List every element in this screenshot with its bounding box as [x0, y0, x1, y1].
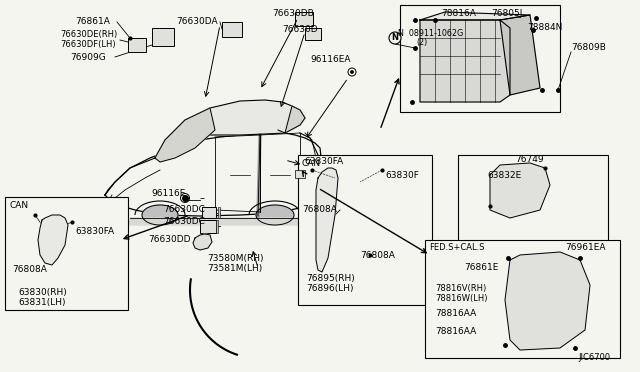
Bar [425, 240, 620, 358]
Polygon shape [155, 108, 215, 162]
Bar [295, 170, 305, 178]
Polygon shape [125, 218, 315, 225]
Text: 73581M(LH): 73581M(LH) [207, 263, 262, 273]
Text: 76630DE(RH): 76630DE(RH) [60, 31, 117, 39]
Text: 76808A: 76808A [302, 205, 337, 215]
Polygon shape [420, 20, 510, 102]
Text: 63830F: 63830F [385, 170, 419, 180]
Text: 76805J: 76805J [491, 10, 522, 19]
Polygon shape [38, 215, 68, 265]
Text: 76808A: 76808A [360, 250, 395, 260]
Text: 76630D: 76630D [282, 26, 317, 35]
Polygon shape [420, 12, 530, 20]
Bar [216, 220, 218, 233]
Polygon shape [105, 133, 322, 216]
Bar [5, 197, 128, 310]
Bar [200, 220, 216, 233]
Text: 63830FA: 63830FA [75, 228, 114, 237]
Ellipse shape [348, 68, 356, 76]
Bar [202, 207, 216, 218]
Text: 63830(RH): 63830(RH) [18, 288, 67, 296]
Text: –: – [200, 193, 205, 203]
Polygon shape [193, 234, 212, 250]
Ellipse shape [180, 193, 189, 202]
Text: 76861E: 76861E [464, 263, 499, 272]
Text: 76630DD: 76630DD [148, 235, 191, 244]
Text: 78884N: 78884N [527, 23, 563, 32]
Text: 76630DA: 76630DA [176, 17, 218, 26]
Polygon shape [505, 252, 590, 350]
Text: 76749: 76749 [515, 155, 543, 164]
Text: 63832E: 63832E [487, 170, 521, 180]
Text: FED.S+CAL.S: FED.S+CAL.S [429, 244, 484, 253]
Bar [295, 12, 313, 26]
Text: 76808A: 76808A [12, 266, 47, 275]
Text: 78816V(RH): 78816V(RH) [435, 283, 486, 292]
Text: CAN: CAN [9, 201, 28, 209]
Bar [218, 207, 220, 218]
Polygon shape [490, 163, 550, 218]
Text: 96116E: 96116E [151, 189, 186, 199]
Ellipse shape [256, 205, 294, 225]
Text: 63831(LH): 63831(LH) [18, 298, 65, 307]
Text: JIC6700: JIC6700 [578, 353, 610, 362]
Text: 76630DB: 76630DB [272, 10, 314, 19]
Text: (2): (2) [416, 38, 428, 48]
Bar [152, 28, 174, 46]
Bar [298, 155, 432, 305]
Ellipse shape [183, 196, 187, 200]
Text: 76809B: 76809B [571, 42, 606, 51]
Text: 63830FA: 63830FA [304, 157, 343, 167]
Text: 73580M(RH): 73580M(RH) [207, 253, 264, 263]
Text: 76630DF(LH): 76630DF(LH) [60, 39, 116, 48]
Text: 76630DC: 76630DC [163, 205, 205, 215]
Text: 76895(RH): 76895(RH) [306, 273, 355, 282]
Text: 76861A: 76861A [75, 17, 110, 26]
Polygon shape [500, 15, 540, 95]
Text: 76630DC: 76630DC [163, 218, 205, 227]
Polygon shape [278, 106, 305, 133]
Text: N  08911-1062G: N 08911-1062G [398, 29, 463, 38]
Ellipse shape [142, 205, 178, 225]
Text: 78816AA: 78816AA [435, 327, 476, 337]
Polygon shape [155, 100, 305, 158]
Text: CAN: CAN [302, 158, 321, 167]
Text: 96116EA: 96116EA [310, 55, 351, 64]
Text: 76961EA: 76961EA [565, 244, 605, 253]
Text: 76896(LH): 76896(LH) [306, 283, 353, 292]
Bar [222, 22, 242, 37]
Text: N: N [392, 33, 399, 42]
Polygon shape [316, 168, 338, 272]
Bar [305, 28, 321, 40]
Text: 78816A: 78816A [441, 10, 476, 19]
Ellipse shape [351, 71, 353, 74]
Bar [400, 5, 560, 112]
Text: 78816AA: 78816AA [435, 308, 476, 317]
Bar [128, 38, 146, 52]
Bar [458, 155, 608, 245]
Ellipse shape [389, 32, 401, 44]
Text: 76909G: 76909G [70, 52, 106, 61]
Text: 78816W(LH): 78816W(LH) [435, 294, 488, 302]
